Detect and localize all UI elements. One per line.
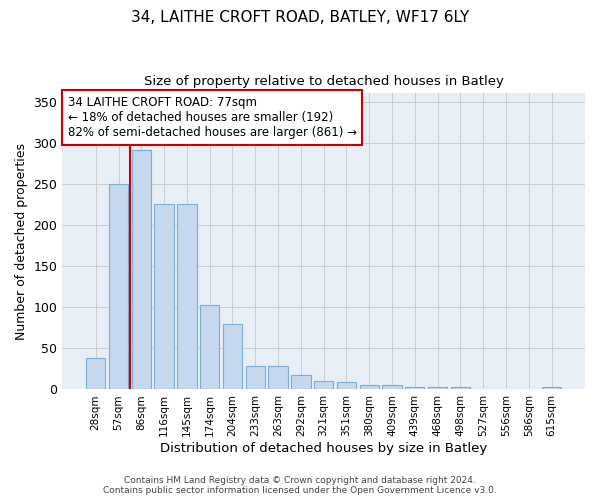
Bar — [86, 358, 106, 390]
Bar — [291, 374, 311, 390]
Text: 34, LAITHE CROFT ROAD, BATLEY, WF17 6LY: 34, LAITHE CROFT ROAD, BATLEY, WF17 6LY — [131, 10, 469, 25]
Bar — [177, 204, 197, 390]
Bar — [131, 150, 151, 390]
Y-axis label: Number of detached properties: Number of detached properties — [15, 143, 28, 340]
Bar — [154, 204, 174, 390]
Bar — [200, 304, 220, 390]
Bar — [359, 386, 379, 390]
Bar — [405, 387, 424, 390]
Text: Contains HM Land Registry data © Crown copyright and database right 2024.
Contai: Contains HM Land Registry data © Crown c… — [103, 476, 497, 495]
Bar — [382, 386, 402, 390]
Bar — [245, 366, 265, 390]
Title: Size of property relative to detached houses in Batley: Size of property relative to detached ho… — [144, 75, 503, 88]
Bar — [451, 387, 470, 390]
Bar — [542, 387, 561, 390]
Bar — [109, 184, 128, 390]
Bar — [223, 324, 242, 390]
Bar — [314, 381, 334, 390]
Text: 34 LAITHE CROFT ROAD: 77sqm
← 18% of detached houses are smaller (192)
82% of se: 34 LAITHE CROFT ROAD: 77sqm ← 18% of det… — [68, 96, 356, 140]
X-axis label: Distribution of detached houses by size in Batley: Distribution of detached houses by size … — [160, 442, 487, 455]
Bar — [428, 387, 447, 390]
Bar — [337, 382, 356, 390]
Bar — [268, 366, 288, 390]
